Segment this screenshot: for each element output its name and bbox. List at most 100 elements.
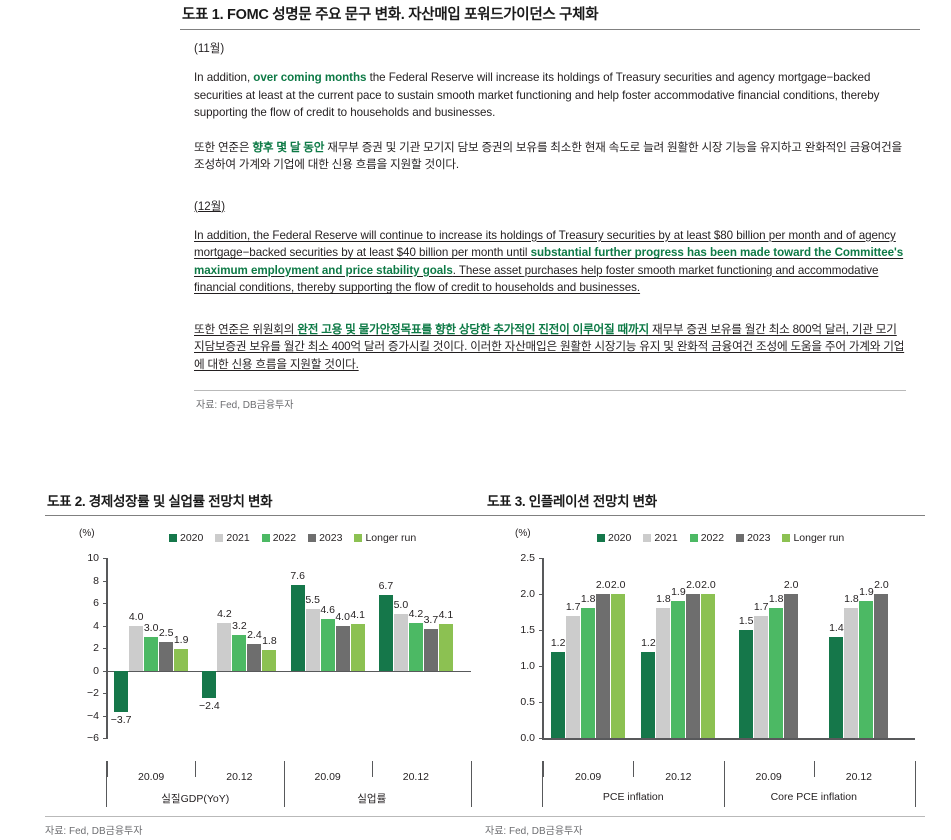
category-label: 20.09 [574, 771, 602, 783]
y-tick-mark [103, 738, 108, 739]
legend-swatch-icon [261, 534, 270, 542]
legend-item-2022: 2022 [689, 532, 724, 544]
category-separator [813, 761, 815, 777]
bar-value-label: 2.4 [247, 628, 262, 641]
bar-2023 [784, 594, 799, 738]
bar-2022 [320, 618, 335, 671]
y-tick-mark [103, 670, 108, 672]
y-axis-unit: (%) [515, 528, 531, 539]
exhibit-2-source: 자료: Fed, DB금융투자 [45, 826, 143, 837]
legend-swatch-icon [354, 534, 363, 542]
group-separator [915, 761, 917, 807]
bar-longer-run [611, 594, 626, 738]
y-tick-mark [103, 625, 108, 627]
bar-2021 [305, 608, 320, 671]
bar-value-label: 2.0 [595, 579, 611, 591]
y-tick-label: 0.0 [520, 732, 535, 744]
legend-label: 2021 [654, 532, 678, 544]
dec-en-part1: In addition, the Federal Reserve will co… [194, 228, 896, 260]
category-separator [543, 761, 545, 777]
group-label: Core PCE inflation [770, 791, 857, 803]
bar-longer-run [350, 624, 365, 671]
exhibit-2-title: 도표 2. 경제성장률 및 실업률 전망치 변화 [47, 494, 273, 509]
bar-value-label: −3.7 [110, 714, 132, 727]
bar-value-label: 2.5 [158, 627, 174, 640]
bar-2022 [581, 608, 596, 738]
bar-value-label: 2.0 [874, 579, 889, 591]
bar-value-label: 1.8 [844, 593, 859, 606]
legend-item-2022: 2022 [261, 532, 297, 544]
category-label: 20.12 [845, 771, 873, 783]
legend-item-2023: 2023 [308, 532, 342, 544]
bar-2023 [874, 594, 889, 738]
exhibit-1-body: (11월) In addition, over coming months th… [180, 30, 920, 411]
bar-2021 [754, 615, 769, 738]
nov-kr-part2: 재무부 증권 및 기관 모기지 담보 증권의 보유를 최소한 현재 속도로 늘려… [194, 140, 902, 172]
bar-2020 [378, 595, 393, 671]
exhibit-2-plot: (%) 2020 2021 2022 2023 Longer run 10 8 6 4 2 0 −2 −4… [45, 516, 480, 816]
legend-label: 2022 [272, 532, 297, 544]
legend-item-2021: 2021 [643, 532, 678, 544]
bar-2020 [551, 651, 566, 738]
november-tag: (11월) [194, 43, 225, 55]
y-tick-label: 4 [93, 619, 99, 632]
legend-label: 2020 [608, 532, 632, 544]
bar-value-label: 4.6 [320, 603, 335, 616]
bar-value-label: 1.9 [859, 586, 874, 599]
y-tick-mark [539, 630, 544, 631]
category-label: 20.09 [314, 771, 341, 783]
group-label: PCE inflation [602, 791, 664, 803]
y-tick-label: 8 [93, 574, 99, 587]
bar-value-label: 1.8 [768, 593, 784, 606]
y-tick-mark [539, 702, 544, 703]
dec-en-highlight: substantial further progress has been ma… [194, 246, 904, 277]
bar-2020 [739, 630, 754, 738]
category-label: 20.12 [665, 771, 692, 783]
y-tick-label: −2 [87, 687, 99, 699]
y-tick-mark [539, 666, 544, 667]
bar-2021 [566, 615, 581, 738]
y-axis-line [542, 558, 544, 738]
chart-legend: 2020 2021 2022 2023 Longer run [169, 532, 416, 544]
dec-kr-highlight: 완전 고용 및 물가안정목표를 향한 상당한 추가적인 진전이 이루어질 때까지 [297, 322, 649, 336]
bar-value-label: 3.2 [232, 619, 247, 632]
y-tick-label: 0.5 [520, 696, 535, 708]
legend-swatch-icon [597, 534, 605, 542]
legend-item-longer-run: Longer run [782, 532, 844, 544]
bar-value-label: 4.0 [128, 610, 144, 623]
bar-value-label: 5.0 [393, 599, 409, 612]
november-english-paragraph: In addition, over coming months the Fede… [194, 69, 906, 122]
bar-value-label: 4.2 [408, 608, 424, 621]
bar-value-label: 2.0 [610, 579, 626, 591]
bar-value-label: 3.7 [423, 613, 439, 626]
category-label: 20.09 [755, 771, 782, 783]
y-tick-mark [103, 558, 108, 559]
y-tick-mark [103, 603, 108, 604]
bar-value-label: 1.5 [738, 615, 754, 627]
bar-2020 [202, 670, 217, 698]
bar-value-label: 4.0 [335, 610, 350, 623]
dec-kr-part2: 재무부 증권 보유를 월간 최소 800억 달러, 기관 모기지담보증권 보유를… [194, 322, 905, 371]
legend-label: 2020 [180, 532, 204, 544]
bar-value-label: 2.0 [783, 579, 799, 591]
legend-label: Longer run [793, 532, 845, 544]
legend-swatch-icon [689, 534, 698, 542]
december-korean-paragraph: 또한 연준은 위원회의 완전 고용 및 물가안정목표를 향한 상당한 추가적인 … [194, 321, 906, 374]
category-label: 20.12 [402, 771, 430, 783]
bar-2020 [641, 651, 656, 738]
bar-2021 [217, 623, 232, 671]
zero-line [106, 670, 471, 673]
bar-value-label: 1.7 [753, 600, 769, 613]
y-tick-mark [103, 648, 108, 649]
bar-value-label: 1.9 [671, 586, 686, 599]
category-separator [371, 761, 373, 777]
bar-2021 [129, 625, 144, 671]
legend-swatch-icon [643, 534, 652, 542]
bar-2021 [393, 614, 408, 671]
legend-swatch-icon [215, 534, 224, 542]
legend-swatch-icon [308, 534, 317, 542]
bar-2021 [844, 608, 859, 738]
exhibit-3-plot: (%) 2020 2021 2022 2023 Longer run 2.5 2.0 1.5 1.… [485, 516, 920, 816]
y-tick-label: 1.5 [520, 624, 535, 636]
bar-2020 [290, 585, 305, 671]
